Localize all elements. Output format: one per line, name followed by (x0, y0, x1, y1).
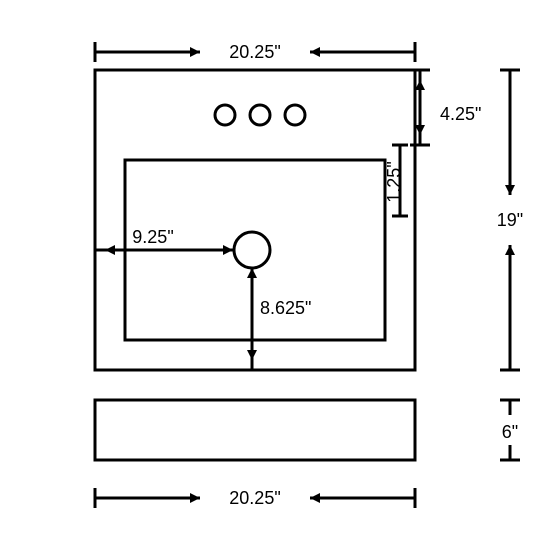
faucet-hole-right (285, 105, 305, 125)
dim-to-drain-h: 9.25" (95, 227, 233, 260)
faucet-hole-left (215, 105, 235, 125)
dim-height-right: 19" (497, 70, 523, 370)
top-outer-rect (95, 70, 415, 370)
faucet-hole-center (250, 105, 270, 125)
dim-to-drain-v: 8.625" (242, 268, 311, 370)
technical-drawing: 20.25" 19" 4.25" 1.25" 9.25" (0, 0, 550, 550)
dim-basin-top-edge-label: 1.25" (384, 161, 404, 202)
side-view-rect (95, 400, 415, 460)
dim-width-bottom: 20.25" (95, 488, 415, 508)
dim-faucet-offset: 4.25" (410, 70, 481, 145)
dim-width-top: 20.25" (95, 42, 415, 62)
dim-to-drain-h-label: 9.25" (132, 227, 173, 247)
dim-height-right-label: 19" (497, 210, 523, 230)
dim-side-height: 6" (500, 400, 520, 460)
dim-side-height-label: 6" (502, 422, 518, 442)
dim-width-bottom-label: 20.25" (229, 488, 280, 508)
dim-faucet-offset-label: 4.25" (440, 104, 481, 124)
dim-basin-top-edge: 1.25" (384, 145, 408, 216)
dim-width-top-label: 20.25" (229, 42, 280, 62)
dim-to-drain-v-label: 8.625" (260, 298, 311, 318)
drain-circle (234, 232, 270, 268)
